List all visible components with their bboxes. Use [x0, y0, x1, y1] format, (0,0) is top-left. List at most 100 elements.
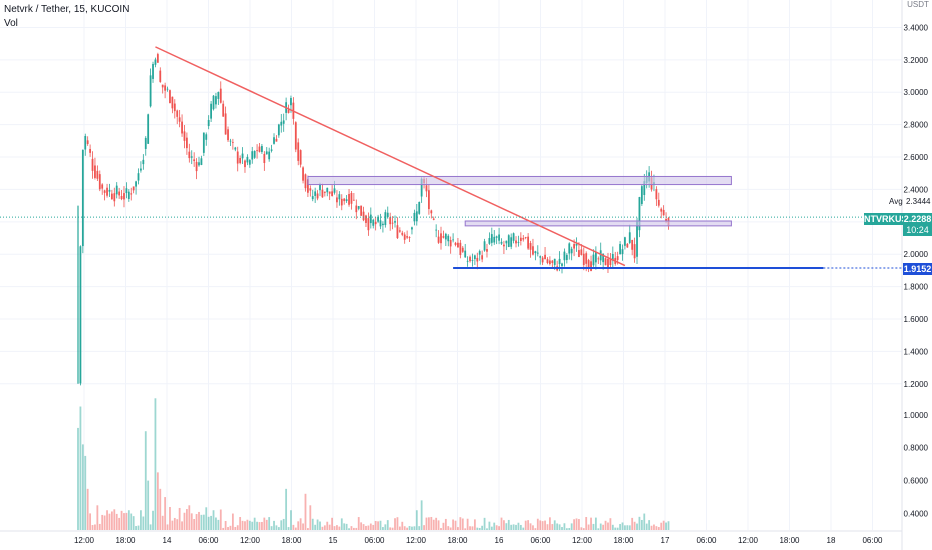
candle-body: [152, 63, 154, 79]
candle-body: [86, 140, 89, 144]
time-tick-label: 06:00: [862, 536, 883, 545]
candle-body: [442, 236, 445, 238]
volume-bar: [282, 518, 285, 530]
candle-body: [619, 244, 621, 255]
candle-body: [476, 257, 479, 262]
candle-body: [628, 232, 631, 243]
candle-body: [79, 246, 82, 384]
candle-body: [103, 190, 106, 193]
volume-bar: [449, 527, 452, 530]
candle-body: [261, 146, 263, 152]
candle-body: [657, 199, 660, 206]
volume-bar: [304, 493, 307, 530]
candle-body: [638, 197, 641, 231]
time-tick-label: 18: [827, 536, 836, 545]
candle-body: [190, 156, 193, 158]
candle-body: [481, 255, 484, 260]
candle-body: [268, 151, 271, 160]
volume-bar: [503, 520, 505, 530]
volume-bar: [362, 524, 365, 530]
candle-body: [234, 147, 237, 150]
candle-body: [609, 259, 612, 265]
candle-body: [311, 196, 314, 200]
time-tick-label: 12:00: [240, 536, 261, 545]
candle-body: [432, 218, 435, 220]
candle-body: [582, 253, 585, 266]
candle-body: [181, 121, 183, 134]
candle-body: [258, 146, 261, 152]
volume-label: Vol: [4, 18, 18, 29]
candle-body: [135, 181, 137, 187]
volume-bar: [367, 525, 370, 530]
volume-bar: [159, 488, 162, 530]
candle-body: [452, 239, 454, 241]
time-tick-label: 06:00: [696, 536, 717, 545]
volume-bar: [411, 526, 413, 530]
volume-bar: [563, 523, 566, 530]
candle-body: [164, 85, 167, 91]
volume-bar: [234, 526, 237, 530]
candle-body: [510, 237, 513, 247]
candle-body: [561, 263, 563, 266]
candle-body: [440, 233, 442, 244]
volume-bar: [473, 519, 476, 530]
candle-body: [585, 253, 588, 264]
candle-body: [522, 238, 525, 240]
time-axis[interactable]: 12:00 18:00 14 06:00 12:00 18:00 15 06:00 12:00 1…: [0, 530, 902, 545]
price-axis[interactable]: 3.40003.20003.00002.80002.60002.40002.20…: [901, 0, 929, 550]
volume-bar: [643, 513, 646, 530]
volume-bar: [360, 522, 363, 530]
volume-bar: [573, 519, 575, 530]
candle-body: [169, 90, 171, 104]
volume-bar: [84, 455, 87, 530]
volume-bar: [222, 527, 225, 530]
candle-body: [425, 185, 428, 192]
candle-body: [360, 205, 363, 216]
volume-bar: [459, 517, 462, 530]
candle-body: [626, 243, 629, 248]
volume-bar: [115, 513, 118, 530]
volume-bar: [229, 525, 232, 530]
candle-body: [314, 191, 317, 196]
volume-tick-label: 1.0000: [904, 411, 929, 420]
volume-bar: [379, 520, 382, 530]
volume-bar: [314, 524, 317, 530]
price-tick-label: 3.2000: [904, 56, 929, 65]
volume-bar: [140, 510, 142, 530]
candle-body: [113, 193, 116, 202]
candle-body: [219, 88, 222, 103]
volume-bar: [476, 527, 479, 530]
volume-bar: [568, 528, 571, 530]
volume-bar: [398, 526, 401, 530]
volume-bar: [653, 524, 655, 530]
candle-body: [263, 153, 266, 164]
volume-bar: [607, 522, 609, 530]
volume-bar: [522, 527, 525, 530]
candle-body: [246, 156, 249, 163]
time-tick-label: 18:00: [779, 536, 800, 545]
candle-body: [519, 237, 522, 242]
candle-body: [205, 134, 208, 140]
volume-bar: [587, 524, 590, 530]
candle-body: [316, 193, 319, 199]
price-tick-label: 2.8000: [904, 121, 929, 130]
time-tick-label: 14: [163, 536, 172, 545]
candle-body: [529, 243, 532, 250]
candle-body: [500, 241, 503, 244]
candle-body: [660, 208, 663, 212]
volume-bar: [307, 528, 309, 530]
volume-bar: [132, 516, 135, 530]
candle-body: [236, 151, 239, 164]
candle-body: [355, 205, 358, 213]
candle-body: [118, 191, 121, 196]
candle-body: [338, 194, 341, 200]
candle-body: [340, 198, 343, 206]
candle-body: [394, 221, 396, 223]
candle-body: [428, 190, 430, 210]
volume-bar: [382, 527, 384, 530]
volume-bar: [549, 517, 551, 530]
candle-body: [144, 137, 147, 149]
volume-bar: [135, 526, 137, 530]
volume-bar: [505, 523, 508, 530]
